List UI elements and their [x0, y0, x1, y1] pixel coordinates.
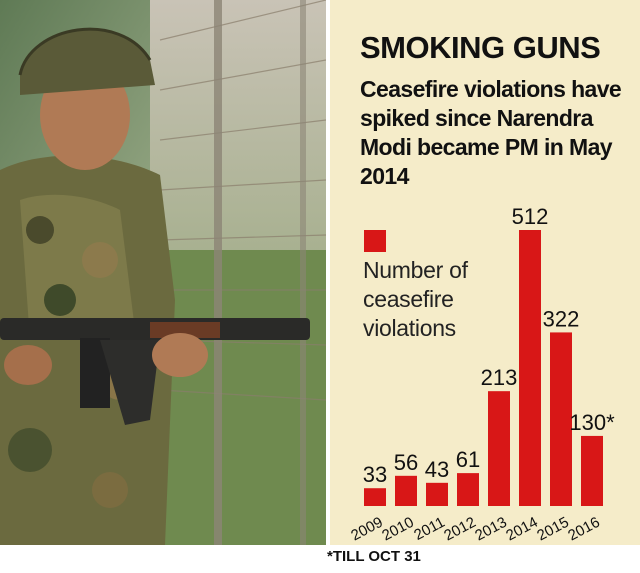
- value-label-2013: 213: [481, 365, 518, 390]
- value-label-2016: 130*: [569, 410, 615, 435]
- bar-2010: [395, 475, 417, 506]
- legend-label: Number of ceasefire violations: [363, 257, 468, 341]
- bar-2016: [581, 435, 603, 506]
- soldier-with-rifle-photo: [0, 0, 326, 545]
- value-label-2014: 512: [512, 204, 549, 229]
- value-label-2012: 61: [456, 447, 480, 472]
- ceasefire-bar-chart: 3320095620104320116120122132013512201432…: [348, 204, 615, 545]
- value-label-2015: 322: [543, 306, 580, 331]
- value-label-2010: 56: [394, 450, 418, 475]
- headline: SMOKING GUNS: [360, 30, 601, 65]
- legend-swatch: [364, 230, 386, 252]
- bar-2012: [457, 473, 479, 506]
- footnote: *TILL OCT 31: [327, 548, 421, 565]
- soldier-photo: [0, 0, 326, 545]
- bar-2015: [550, 332, 572, 506]
- bar-2014: [519, 230, 541, 506]
- value-label-2011: 43: [425, 457, 449, 482]
- bar-2013: [488, 391, 510, 506]
- bar-2011: [426, 482, 448, 506]
- tick-label-2016: 2016: [565, 514, 602, 545]
- subheadline: Ceasefire violations have spiked since N…: [360, 76, 622, 189]
- bar-2009: [364, 488, 386, 506]
- value-label-2009: 33: [363, 462, 387, 487]
